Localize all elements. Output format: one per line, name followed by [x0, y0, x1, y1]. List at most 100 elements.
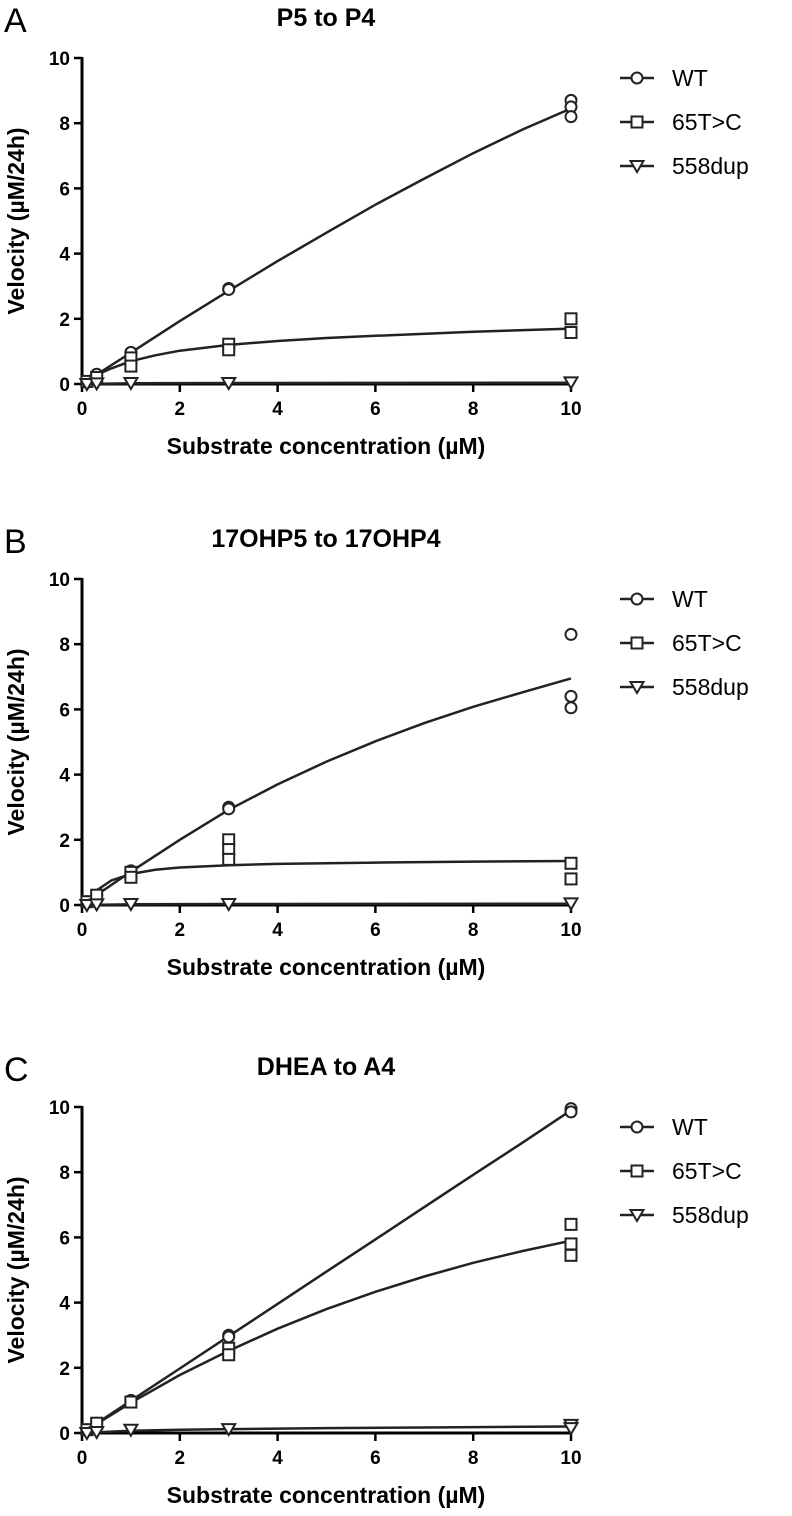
fit-curve	[81, 107, 572, 386]
y-tick-label: 4	[59, 766, 70, 787]
y-tick-label: 0	[59, 375, 70, 396]
y-tick-label: 10	[49, 49, 70, 70]
data-point	[122, 377, 140, 391]
chart-panel-b: B 17OHP5 to 17OHP4 0 2 4 6 8 10 0 2 4 6 8 10 Substrate…	[3, 523, 749, 980]
legend-marker	[630, 1164, 644, 1178]
legend-label: WT	[672, 586, 708, 612]
series-square	[80, 312, 578, 388]
y-tick-label: 10	[49, 1098, 70, 1119]
x-tick-label: 6	[370, 920, 381, 941]
y-tick-label: 6	[59, 1228, 70, 1249]
data-point	[88, 898, 105, 913]
legend-marker	[628, 1209, 646, 1223]
legend-entry: 65T>C	[620, 1158, 742, 1184]
y-tick-label: 10	[49, 570, 70, 591]
x-tick-label: 6	[370, 399, 381, 420]
fit-curve	[81, 1239, 572, 1435]
legend-entry: WT	[620, 586, 708, 612]
x-tick-label: 8	[468, 920, 479, 941]
x-tick-label: 10	[560, 920, 581, 941]
y-tick-label: 0	[59, 896, 70, 917]
data-point	[562, 897, 580, 912]
chart-panel-a: A P5 to P4 0 2 4 6 8 10 0 2 4 6 8 10 Substrate concent…	[3, 2, 749, 459]
data-point	[124, 870, 138, 884]
x-tick-label: 4	[272, 399, 283, 420]
data-point	[222, 282, 236, 296]
data-point	[564, 872, 578, 886]
x-tick-label: 0	[77, 920, 88, 941]
data-point	[562, 1422, 580, 1437]
y-tick-label: 2	[59, 831, 70, 852]
legend-label: 65T>C	[672, 109, 742, 135]
data-point	[564, 856, 578, 870]
legend-marker	[628, 160, 646, 174]
legend-marker	[630, 592, 644, 606]
y-axis-label: Velocity (µM/24h)	[3, 648, 29, 835]
legend-label: 558dup	[672, 674, 749, 700]
data-point	[564, 312, 578, 326]
y-tick-label: 2	[59, 310, 70, 331]
data-point	[78, 1427, 96, 1441]
data-point	[124, 1395, 138, 1409]
series-triangle	[78, 376, 580, 392]
legend-marker	[630, 636, 644, 650]
x-axis-label: Substrate concentration (µM)	[167, 954, 486, 980]
legend-entry: 558dup	[620, 153, 749, 179]
legend-entry: WT	[620, 1114, 708, 1140]
legend-marker	[630, 71, 644, 85]
fit-curve	[81, 1109, 572, 1435]
series-square	[80, 833, 578, 909]
data-point	[222, 802, 236, 816]
y-tick-label: 4	[59, 245, 70, 266]
x-tick-label: 2	[175, 399, 186, 420]
fit-curve	[81, 859, 572, 906]
y-tick-label: 6	[59, 700, 70, 721]
x-tick-label: 4	[272, 1448, 283, 1469]
legend-label: 65T>C	[672, 1158, 742, 1184]
y-tick-label: 2	[59, 1359, 70, 1380]
data-point	[562, 376, 580, 391]
data-point	[564, 1105, 578, 1119]
data-point	[124, 359, 138, 373]
y-tick-label: 8	[59, 114, 70, 135]
data-point	[222, 343, 236, 357]
panel-letter: A	[4, 2, 27, 40]
legend-entry: WT	[620, 65, 708, 91]
legend-entry: 558dup	[620, 1202, 749, 1228]
panel-letter: C	[4, 1051, 29, 1089]
data-point	[222, 1348, 236, 1362]
y-tick-label: 4	[59, 1294, 70, 1315]
data-point	[222, 1330, 236, 1344]
data-point	[220, 1423, 237, 1438]
y-axis-label: Velocity (µM/24h)	[3, 127, 29, 314]
data-point	[78, 899, 96, 913]
data-point	[564, 325, 578, 339]
fit-curve	[81, 902, 572, 907]
legend-marker	[628, 681, 646, 695]
chart-panel-c: C DHEA to A4 0 2 4 6 8 10 0 2 4 6 8 10 Substrate conce…	[3, 1051, 749, 1508]
data-point	[220, 898, 237, 912]
y-tick-label: 8	[59, 1163, 70, 1184]
series-triangle	[78, 897, 580, 913]
x-tick-label: 0	[77, 399, 88, 420]
x-tick-label: 10	[560, 1448, 581, 1469]
series-circle	[80, 627, 578, 909]
data-point	[564, 1248, 578, 1262]
data-point	[564, 627, 578, 641]
data-point	[88, 1426, 105, 1440]
y-axis-label: Velocity (µM/24h)	[3, 1176, 29, 1363]
legend-label: WT	[672, 1114, 708, 1140]
x-tick-label: 4	[272, 920, 283, 941]
panel-letter: B	[4, 523, 27, 561]
series-triangle	[78, 1418, 580, 1441]
chart-title: P5 to P4	[277, 4, 376, 32]
legend-label: WT	[672, 65, 708, 91]
x-tick-label: 6	[370, 1448, 381, 1469]
series-circle	[80, 1102, 578, 1437]
legend-entry: 65T>C	[620, 109, 742, 135]
legend-label: 558dup	[672, 153, 749, 179]
x-axis-label: Substrate concentration (µM)	[167, 433, 486, 459]
series-square	[80, 1217, 578, 1437]
y-tick-label: 6	[59, 179, 70, 200]
